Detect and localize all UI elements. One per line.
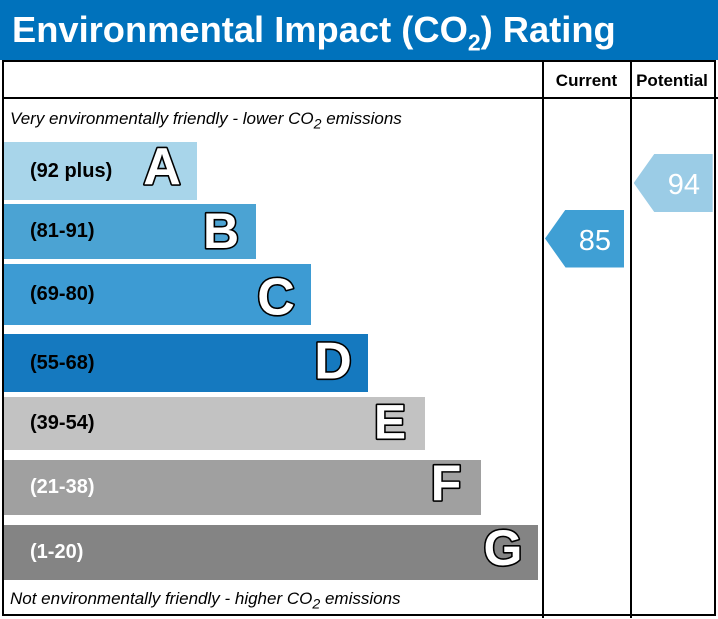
svg-text:C: C [257, 269, 295, 326]
svg-text:A: A [143, 142, 181, 196]
svg-text:F: F [431, 460, 462, 511]
svg-text:E: E [374, 397, 406, 450]
svg-text:G: G [484, 525, 523, 576]
svg-text:94: 94 [667, 169, 699, 201]
svg-text:B: B [203, 204, 239, 259]
svg-text:D: D [314, 334, 352, 391]
svg-text:85: 85 [579, 225, 611, 257]
